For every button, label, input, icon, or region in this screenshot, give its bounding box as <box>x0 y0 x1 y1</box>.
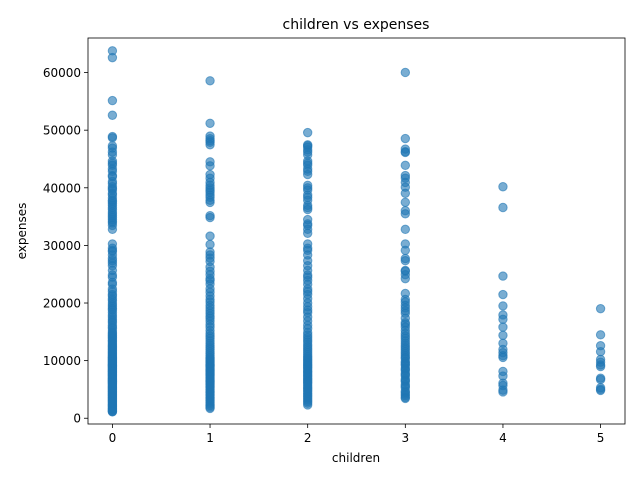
y-tick-label: 10000 <box>43 354 81 368</box>
data-point <box>302 400 313 410</box>
data-point <box>498 182 508 192</box>
data-point <box>595 385 606 396</box>
x-axis-ticks: 0 1 2 3 4 5 <box>109 424 605 445</box>
data-point <box>595 361 606 372</box>
data-point <box>205 161 215 171</box>
data-point <box>498 314 508 324</box>
data-point <box>107 407 118 417</box>
data-point <box>595 303 606 314</box>
data-point <box>205 140 215 150</box>
y-tick-label: 60000 <box>43 66 81 80</box>
data-point <box>498 387 508 397</box>
data-point <box>205 197 215 208</box>
y-tick-label: 30000 <box>43 239 81 253</box>
data-point <box>107 95 118 106</box>
y-tick-label: 0 <box>73 412 81 426</box>
data-point <box>498 352 508 363</box>
y-tick-label: 40000 <box>43 181 81 195</box>
data-point <box>107 224 118 235</box>
data-point <box>498 202 508 213</box>
y-axis-ticks: 0 10000 20000 30000 40000 50000 60000 <box>43 66 88 426</box>
x-tick-label: 3 <box>401 431 409 445</box>
data-point <box>205 231 215 241</box>
data-point <box>400 160 411 171</box>
data-point <box>498 322 508 332</box>
y-tick-label: 50000 <box>43 124 81 138</box>
data-point <box>205 212 215 223</box>
data-point <box>205 118 215 129</box>
data-point <box>400 197 411 207</box>
data-point <box>498 301 508 311</box>
data-point <box>107 133 118 143</box>
plot-frame <box>87 37 626 425</box>
data-point <box>498 330 508 341</box>
data-point <box>107 110 118 120</box>
data-point <box>498 271 508 281</box>
x-tick-label: 2 <box>304 431 312 445</box>
data-point <box>400 224 411 235</box>
data-point <box>302 228 313 238</box>
x-axis-label: children <box>332 451 380 465</box>
data-point <box>400 273 411 284</box>
chart-title: children vs expenses <box>283 17 430 33</box>
data-point <box>400 209 411 219</box>
data-point <box>595 330 606 340</box>
y-axis-label: expenses <box>15 203 29 260</box>
data-point <box>400 147 411 158</box>
data-point <box>302 127 313 138</box>
data-point <box>400 67 411 78</box>
data-point <box>302 169 313 180</box>
x-tick-label: 4 <box>499 431 507 445</box>
data-point <box>400 393 411 404</box>
x-tick-label: 1 <box>206 431 214 445</box>
data-point <box>400 133 411 144</box>
data-points <box>107 46 606 417</box>
data-point <box>595 346 606 357</box>
data-point <box>107 52 118 63</box>
y-tick-label: 20000 <box>43 297 81 311</box>
data-point <box>205 403 215 414</box>
x-tick-label: 5 <box>597 431 605 445</box>
data-point <box>498 289 508 300</box>
data-point <box>205 76 215 86</box>
x-tick-label: 0 <box>109 431 117 445</box>
data-point <box>400 245 411 256</box>
data-point <box>302 204 313 215</box>
data-point <box>595 374 606 385</box>
data-point <box>400 188 411 198</box>
data-point <box>400 255 411 266</box>
